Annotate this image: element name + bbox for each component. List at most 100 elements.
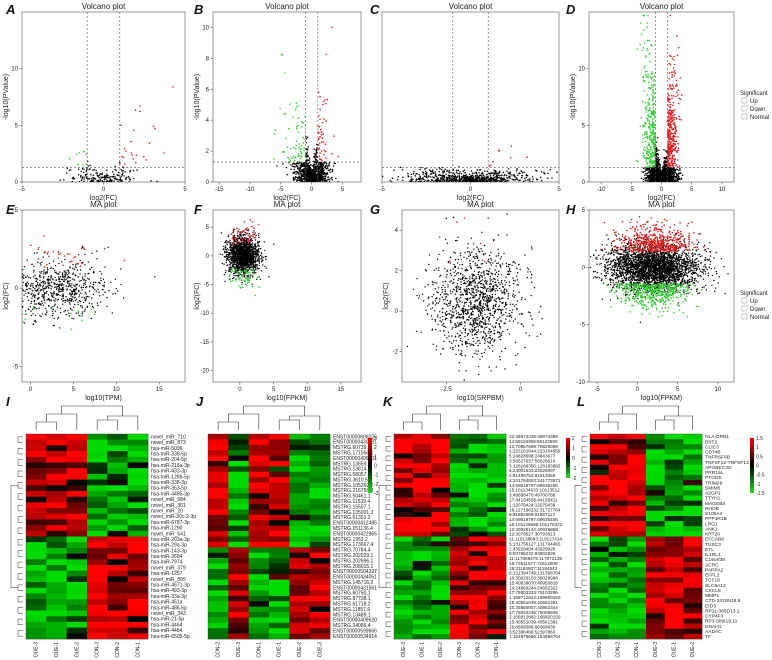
normal-point: [50, 295, 53, 297]
down-point: [650, 73, 652, 75]
normal-point: [72, 272, 75, 274]
normal-point: [83, 180, 85, 182]
down-point: [295, 106, 298, 109]
down-point: [641, 100, 644, 103]
chart-title: Volcano plot: [449, 2, 493, 11]
normal-point: [88, 302, 91, 304]
up-point: [671, 144, 674, 147]
down-point: [286, 146, 289, 148]
up-point: [668, 77, 670, 80]
normal-point: [310, 163, 312, 166]
normal-point: [14, 278, 15, 279]
x-tick-label: 5: [183, 187, 187, 193]
normal-point: [668, 167, 670, 169]
normal-point: [114, 278, 117, 280]
normal-point: [302, 172, 305, 175]
up-point: [673, 154, 676, 157]
normal-point: [71, 286, 73, 289]
normal-point: [297, 167, 299, 170]
normal-point: [20, 290, 21, 291]
normal-point: [644, 170, 646, 173]
normal-point: [54, 303, 56, 305]
normal-point: [663, 169, 666, 171]
normal-point: [324, 177, 326, 180]
normal-point: [667, 175, 670, 177]
normal-point: [104, 291, 106, 293]
normal-point: [92, 283, 95, 286]
down-point: [653, 78, 656, 81]
normal-point: [59, 290, 61, 293]
down-point: [650, 124, 653, 127]
normal-point: [492, 177, 494, 180]
normal-point: [299, 177, 302, 180]
up-point: [669, 142, 672, 145]
normal-point: [307, 167, 310, 170]
normal-point: [500, 180, 502, 182]
normal-point: [674, 180, 677, 182]
normal-point: [30, 314, 33, 317]
normal-point: [642, 180, 645, 182]
normal-point: [73, 306, 75, 308]
normal-point: [61, 288, 63, 291]
normal-point: [61, 261, 63, 263]
normal-point: [87, 165, 90, 167]
normal-point: [98, 174, 101, 176]
normal-point: [420, 178, 423, 180]
up-point: [323, 149, 326, 152]
down-point: [651, 155, 653, 158]
normal-point: [38, 276, 41, 278]
normal-point: [72, 263, 74, 266]
normal-point: [4, 281, 5, 282]
down-point: [652, 97, 655, 99]
up-point: [132, 158, 134, 160]
normal-point: [470, 174, 472, 177]
normal-point: [661, 176, 663, 178]
up-point: [322, 133, 324, 135]
up-point: [73, 257, 75, 259]
normal-point: [315, 151, 318, 154]
up-point: [675, 79, 678, 82]
normal-point: [419, 180, 422, 182]
normal-point: [321, 169, 324, 171]
normal-point: [85, 293, 88, 295]
normal-point: [25, 276, 27, 278]
normal-point: [61, 276, 63, 278]
normal-point: [100, 277, 102, 279]
down-point: [288, 127, 290, 130]
normal-point: [390, 181, 393, 182]
normal-point: [97, 288, 99, 290]
normal-point: [78, 254, 80, 256]
normal-point: [475, 172, 477, 174]
normal-point: [657, 157, 660, 159]
normal-point: [312, 164, 315, 166]
chart-title: Volcano plot: [265, 2, 309, 11]
normal-point: [310, 167, 312, 170]
down-point: [296, 127, 298, 130]
normal-point: [48, 284, 51, 286]
normal-point: [656, 178, 659, 181]
normal-point: [89, 268, 91, 271]
up-point: [321, 137, 324, 139]
normal-point: [662, 177, 665, 179]
normal-point: [446, 169, 448, 172]
normal-point: [448, 172, 451, 174]
down-point: [649, 129, 651, 131]
normal-point: [60, 290, 62, 293]
normal-point: [489, 180, 492, 182]
normal-point: [303, 164, 306, 166]
normal-point: [44, 280, 46, 283]
normal-point: [335, 177, 337, 180]
normal-point: [31, 297, 33, 299]
up-point: [46, 264, 48, 266]
normal-point: [17, 252, 18, 253]
down-point: [301, 121, 303, 123]
normal-point: [14, 249, 15, 250]
down-point: [303, 147, 305, 149]
normal-point: [482, 174, 484, 176]
up-point: [669, 163, 671, 165]
y-tick-label: 0: [15, 180, 19, 186]
normal-point: [16, 277, 17, 278]
normal-point: [294, 175, 297, 178]
normal-point: [26, 259, 28, 261]
normal-point: [509, 171, 512, 173]
